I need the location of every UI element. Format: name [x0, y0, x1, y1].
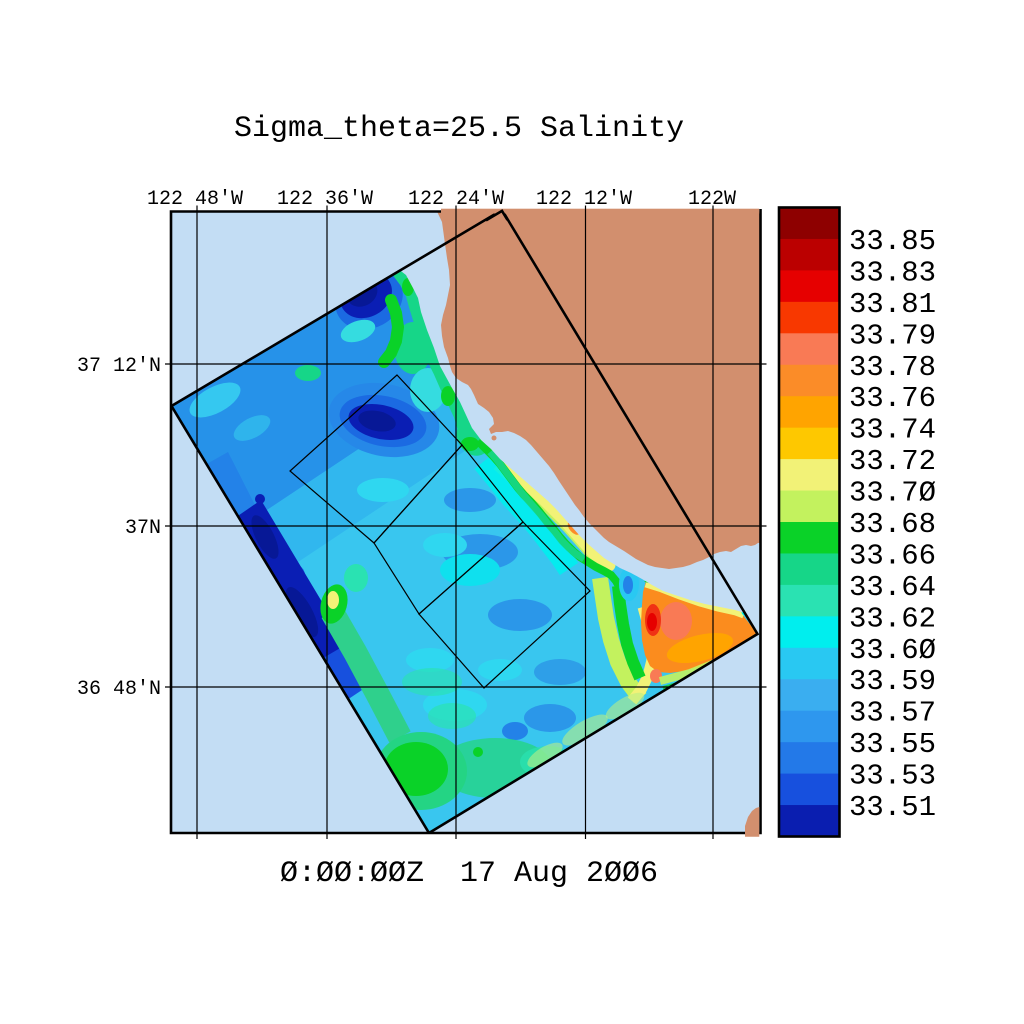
svg-text:33.74: 33.74: [849, 414, 936, 447]
svg-text:33.81: 33.81: [849, 288, 936, 321]
svg-text:33.85: 33.85: [849, 225, 936, 258]
svg-text:37 12'N: 37 12'N: [77, 355, 161, 378]
svg-text:33.55: 33.55: [849, 728, 936, 761]
svg-text:33.7Ø: 33.7Ø: [849, 477, 936, 510]
svg-text:33.59: 33.59: [849, 665, 936, 698]
svg-text:122 12'W: 122 12'W: [536, 188, 632, 211]
svg-text:33.6Ø: 33.6Ø: [849, 634, 936, 667]
svg-text:33.72: 33.72: [849, 445, 936, 478]
svg-text:122W: 122W: [688, 188, 736, 211]
svg-text:37N: 37N: [125, 517, 161, 540]
svg-text:33.83: 33.83: [849, 256, 936, 289]
svg-text:122 48'W: 122 48'W: [147, 188, 243, 211]
svg-text:33.64: 33.64: [849, 571, 936, 604]
svg-text:33.57: 33.57: [849, 697, 936, 730]
svg-text:33.62: 33.62: [849, 602, 936, 635]
svg-text:33.78: 33.78: [849, 351, 936, 384]
svg-text:33.76: 33.76: [849, 382, 936, 415]
svg-text:36 48'N: 36 48'N: [77, 678, 161, 701]
svg-text:33.66: 33.66: [849, 540, 936, 573]
svg-text:122 36'W: 122 36'W: [277, 188, 373, 211]
svg-text:Sigma_theta=25.5 Salinity: Sigma_theta=25.5 Salinity: [234, 112, 684, 146]
svg-text:Ø:ØØ:ØØZ 17 Aug 2ØØ6: Ø:ØØ:ØØZ 17 Aug 2ØØ6: [280, 857, 658, 891]
svg-text:33.68: 33.68: [849, 508, 936, 541]
svg-text:33.51: 33.51: [849, 791, 936, 824]
svg-text:33.53: 33.53: [849, 760, 936, 793]
svg-text:122 24'W: 122 24'W: [408, 188, 504, 211]
svg-text:33.79: 33.79: [849, 319, 936, 352]
